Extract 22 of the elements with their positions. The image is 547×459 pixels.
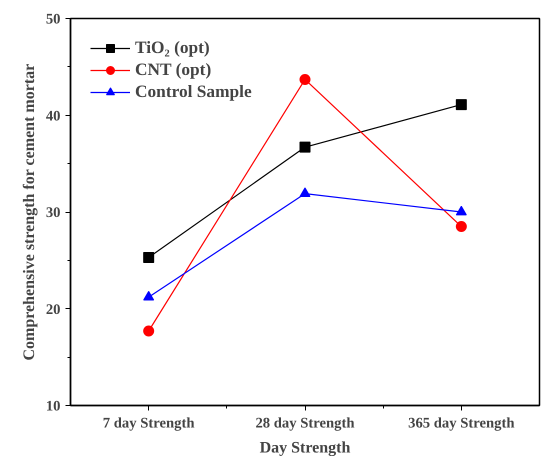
point xyxy=(456,206,467,216)
point xyxy=(300,187,310,198)
legend-label: Control Sample xyxy=(135,82,252,102)
point xyxy=(143,290,154,301)
point xyxy=(300,142,310,153)
y-tick-label: 10 xyxy=(46,398,60,414)
y-tick-label: 50 xyxy=(46,12,60,28)
y-tick-label: 40 xyxy=(46,108,60,124)
point xyxy=(456,221,467,232)
x-tick-label: 28 day Strength xyxy=(255,416,355,432)
legend-label: CNT (opt) xyxy=(135,60,212,80)
y-tick-label: 30 xyxy=(46,205,60,221)
x-axis-title: Day Strength xyxy=(260,440,351,456)
point xyxy=(300,74,310,85)
y-axis-title: Comprehensive strength for cement mortar xyxy=(20,64,38,361)
y-tick-label: 20 xyxy=(46,302,60,318)
legend-label: TiO₂ (opt) xyxy=(135,38,210,58)
point xyxy=(456,99,467,110)
x-tick-label: 365 day Strength xyxy=(408,416,515,432)
point xyxy=(143,326,154,336)
x-tick-label: 7 day Strength xyxy=(102,416,195,432)
point xyxy=(143,252,154,263)
